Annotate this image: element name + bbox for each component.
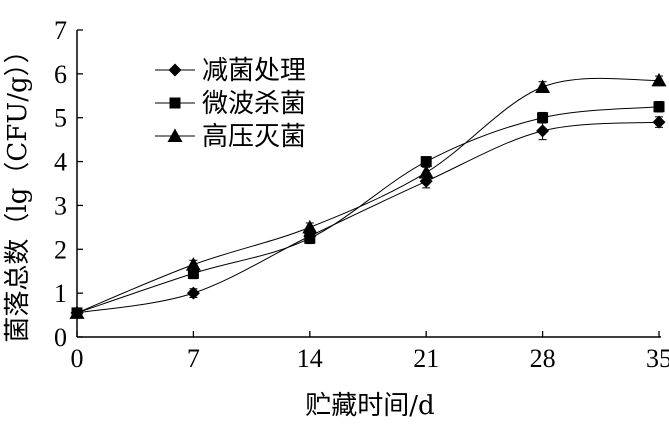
data-point bbox=[536, 124, 550, 138]
x-tick-label: 0 bbox=[71, 344, 84, 373]
x-tick-label: 21 bbox=[413, 344, 439, 373]
x-tick-label: 7 bbox=[187, 344, 200, 373]
series-square bbox=[71, 100, 665, 319]
x-axis-title: 贮藏时间/d bbox=[305, 391, 434, 421]
y-tick-label: 7 bbox=[54, 16, 67, 45]
y-tick-label: 4 bbox=[54, 148, 67, 177]
y-tick-label: 6 bbox=[54, 60, 67, 89]
data-point bbox=[69, 305, 85, 319]
series-line bbox=[76, 77, 660, 314]
y-tick-label: 3 bbox=[54, 191, 67, 220]
data-point bbox=[304, 232, 316, 244]
data-point bbox=[537, 112, 549, 124]
legend-marker bbox=[168, 63, 182, 77]
legend-marker bbox=[169, 97, 181, 109]
data-point bbox=[185, 257, 201, 271]
legend-label: 微波杀菌 bbox=[202, 89, 306, 119]
data-point bbox=[418, 165, 434, 179]
x-tick-label: 35 bbox=[646, 344, 669, 373]
data-point bbox=[651, 72, 667, 87]
data-point bbox=[535, 79, 551, 94]
x-tick-label: 14 bbox=[297, 344, 323, 373]
data-point bbox=[186, 286, 200, 300]
data-point bbox=[187, 267, 199, 279]
data-point bbox=[302, 219, 318, 234]
series-line bbox=[76, 106, 660, 314]
series-diamond bbox=[70, 115, 666, 320]
x-tick-label: 28 bbox=[530, 344, 556, 373]
y-axis-title: 菌落总数（lg（CFU/g）） bbox=[3, 37, 33, 342]
legend-marker bbox=[167, 128, 183, 142]
y-tick-label: 5 bbox=[54, 104, 67, 133]
x-ticks: 0 7 14 21 28 35 bbox=[71, 331, 669, 373]
y-tick-label: 2 bbox=[54, 235, 67, 264]
data-point bbox=[420, 156, 432, 168]
axes bbox=[76, 30, 661, 338]
data-point bbox=[653, 101, 665, 113]
y-ticks: 0 1 2 3 4 5 6 7 bbox=[54, 16, 83, 352]
series-line bbox=[76, 121, 660, 314]
data-point bbox=[652, 115, 666, 129]
legend-label: 高压灭菌 bbox=[202, 122, 306, 152]
y-tick-label: 0 bbox=[54, 323, 67, 352]
legend-label: 减菌处理 bbox=[202, 56, 306, 86]
series-triangle bbox=[69, 72, 667, 319]
series-group bbox=[69, 72, 667, 320]
y-tick-label: 1 bbox=[54, 279, 67, 308]
